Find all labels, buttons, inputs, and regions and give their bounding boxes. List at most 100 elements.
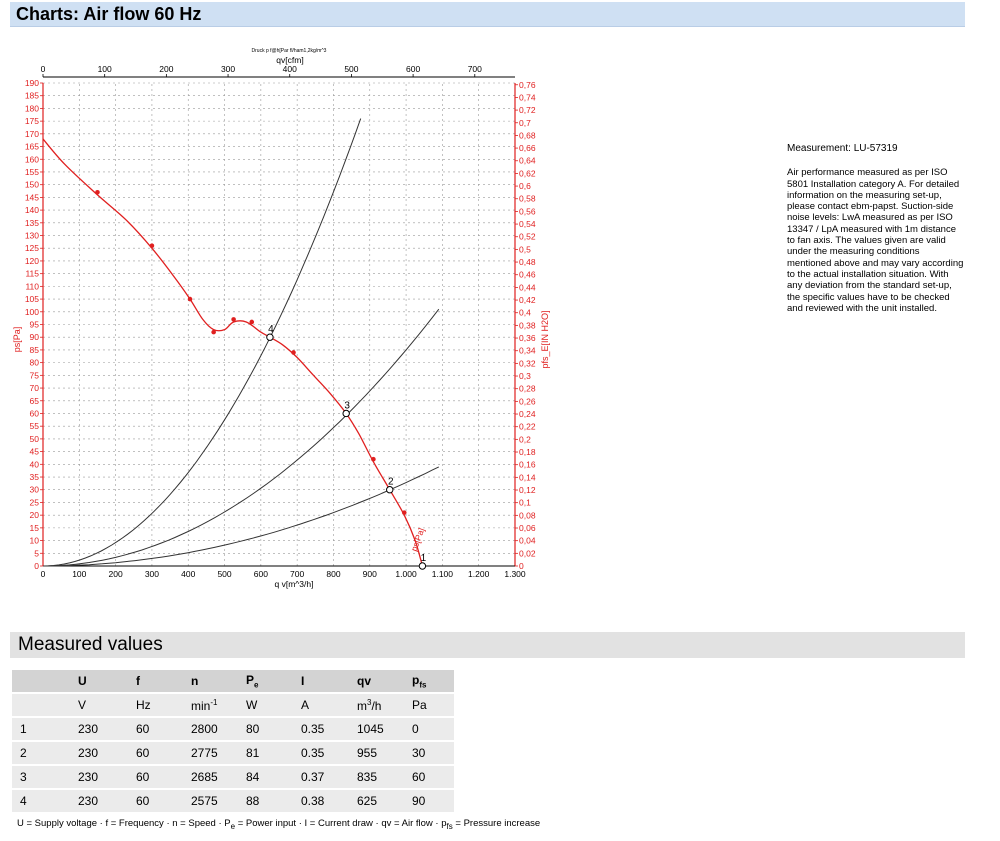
y2-tick-label: 0,42 [519, 295, 536, 305]
y-tick-label: 185 [25, 91, 39, 101]
legend-note: U = Supply voltage · f = Frequency · n =… [17, 818, 541, 831]
table-unit-cell: Hz [128, 693, 183, 718]
y2-tick-label: 0,02 [519, 548, 536, 558]
operating-point [386, 486, 394, 494]
y2-tick-label: 0,54 [519, 219, 536, 229]
y-tick-label: 25 [30, 497, 40, 507]
table-row: 2 230 60 2775 81 0.35 955 30 [12, 741, 454, 766]
y2-tick-label: 0,04 [519, 536, 536, 546]
table-header-cell: Pe [238, 670, 293, 694]
operating-point [342, 409, 350, 418]
measurement-id: Measurement: LU-57319 [787, 143, 898, 154]
fan-performance-chart: 0510152025303540455055606570758085909510… [12, 48, 550, 589]
y-tick-label: 140 [25, 205, 39, 215]
x-tick-label: 800 [326, 569, 340, 579]
table-cell: 30 [404, 741, 454, 766]
y-tick-label: 150 [25, 180, 39, 190]
x-tick-label: 300 [145, 569, 159, 579]
x2-tick-label: 0 [41, 64, 46, 74]
table-cell: 625 [349, 789, 404, 814]
y-tick-label: 135 [25, 218, 39, 228]
y-tick-label: 110 [25, 281, 39, 291]
y-tick-label: 45 [30, 447, 40, 457]
x-tick-label: 1.300 [504, 569, 526, 579]
chart-top-caption: Druck p f@h[Par fl/ham1,2kg/m^3 [252, 48, 327, 54]
y2-tick-label: 0,28 [519, 384, 536, 394]
y2-tick-label: 0,64 [519, 156, 536, 166]
table-cell: 0.37 [293, 765, 349, 790]
x-tick-label: 1.200 [468, 569, 490, 579]
y-tick-label: 95 [30, 320, 40, 330]
table-cell: 0 [404, 717, 454, 742]
table-header-cell: pfs [404, 670, 454, 694]
y2-tick-label: 0,68 [519, 130, 536, 140]
y2-tick-label: 0,56 [519, 206, 536, 216]
y-tick-label: 30 [30, 485, 40, 495]
x2-tick-label: 700 [468, 64, 482, 74]
table-cell: 0.35 [293, 741, 349, 766]
x2-tick-label: 600 [406, 64, 420, 74]
y-tick-label: 155 [25, 167, 39, 177]
y-tick-label: 60 [30, 408, 40, 418]
table-row: 3 230 60 2685 84 0.37 835 60 [12, 765, 454, 790]
table-cell: 3 [12, 765, 70, 790]
y2-tick-label: 0,62 [519, 168, 536, 178]
measurement-description: Air performance measured as per ISO 5801… [787, 167, 964, 314]
y-tick-label: 35 [30, 472, 40, 482]
table-cell: 80 [238, 717, 293, 742]
fan-curve-point [249, 319, 255, 325]
table-unit-cell: Pa [404, 693, 454, 718]
y2-tick-label: 0,22 [519, 422, 536, 432]
x-tick-label: 200 [109, 569, 123, 579]
x-tick-label: 100 [72, 569, 86, 579]
y-tick-label: 90 [30, 332, 40, 342]
y2-tick-label: 0,46 [519, 270, 536, 280]
table-cell: 88 [238, 789, 293, 814]
table-cell: 60 [128, 789, 183, 814]
page-title: Charts: Air flow 60 Hz [16, 4, 202, 24]
y-tick-label: 70 [30, 383, 40, 393]
table-cell: 1045 [349, 717, 404, 742]
table-cell: 60 [128, 717, 183, 742]
table-cell: 835 [349, 765, 404, 790]
y2-tick-label: 0,14 [519, 472, 536, 482]
table-cell: 84 [238, 765, 293, 790]
x2-tick-label: 200 [159, 64, 173, 74]
table-row: 1 230 60 2800 80 0.35 1045 0 [12, 717, 454, 742]
table-cell: 2575 [183, 789, 238, 814]
x-tick-label: 700 [290, 569, 304, 579]
table-cell: 2775 [183, 741, 238, 766]
y2-tick-label: 0,5 [519, 244, 531, 254]
y-tick-label: 115 [25, 269, 39, 279]
y-tick-label: 80 [30, 358, 40, 368]
y2-tick-label: 0,74 [519, 92, 536, 102]
table-header-cell: U [70, 670, 128, 694]
y-tick-label: 40 [30, 459, 40, 469]
fan-curve-point [149, 243, 155, 248]
y2-tick-label: 0,2 [519, 434, 531, 444]
x2-axis-title: qv[cfm] [276, 55, 303, 65]
y-axis-title: ps[Pa] [12, 327, 22, 353]
y2-tick-label: 0,48 [519, 257, 536, 267]
y-tick-label: 75 [30, 370, 40, 380]
y-tick-label: 85 [30, 345, 40, 355]
table-cell: 4 [12, 789, 70, 814]
table-cell: 0.38 [293, 789, 349, 814]
y-tick-label: 130 [25, 231, 39, 241]
table-cell: 230 [70, 741, 128, 766]
table-header-cell: I [293, 670, 349, 694]
y-tick-label: 50 [30, 434, 40, 444]
y-tick-label: 190 [25, 78, 39, 88]
y2-tick-label: 0,16 [519, 460, 536, 470]
table-unit-cell: min-1 [183, 693, 238, 718]
y2-tick-label: 0,38 [519, 320, 536, 330]
fan-curve-point [95, 190, 100, 195]
table-cell: 230 [70, 765, 128, 790]
y-tick-label: 160 [25, 154, 39, 164]
system-curve-3 [43, 466, 440, 567]
y-tick-label: 0 [34, 561, 39, 571]
table-row: 4 230 60 2575 88 0.38 625 90 [12, 789, 454, 814]
x2-tick-label: 400 [283, 64, 297, 74]
table-header-cell: qv [349, 670, 404, 694]
